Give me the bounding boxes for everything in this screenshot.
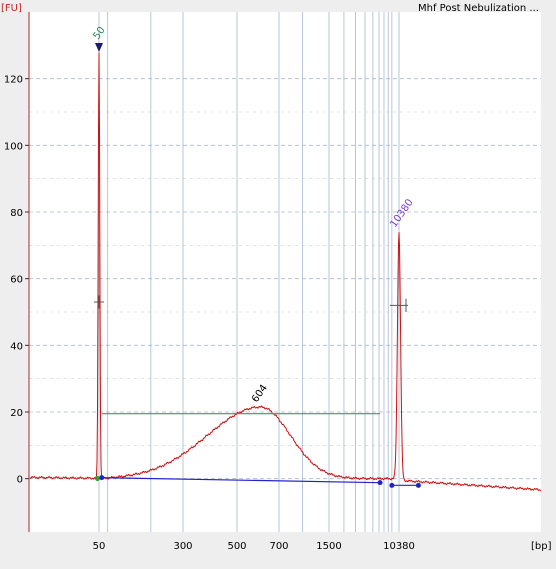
x-tick-label: 300 (173, 541, 192, 552)
x-tick-label: 700 (269, 541, 288, 552)
smear-baseline (101, 477, 381, 484)
grid-layer: 0 20 40 60 80 100 120 (4, 12, 541, 532)
x-tick-label: 10380 (383, 541, 415, 552)
trace-layer (29, 43, 542, 492)
x-unit-label: [bp] (531, 541, 552, 552)
x-tick-label: 500 (227, 541, 246, 552)
y-tick-label: 40 (10, 341, 23, 352)
y-tick-label: 0 (17, 475, 23, 486)
baseline-marker (99, 475, 105, 481)
y-tick-label: 120 (4, 75, 23, 86)
y-tick-label: 100 (4, 141, 23, 152)
y-unit-label: [FU] (1, 3, 22, 14)
y-tick-label: 20 (10, 408, 23, 419)
peak-triangle-marker (95, 43, 103, 52)
y-tick-label: 80 (10, 208, 23, 219)
y-tick-label: 60 (10, 275, 23, 286)
baseline-marker (415, 482, 421, 488)
plot-area (29, 12, 541, 532)
baseline-marker (389, 482, 395, 488)
baseline-marker (94, 476, 100, 482)
baseline-marker (377, 480, 383, 486)
x-tick-label: 1500 (316, 541, 341, 552)
x-tick-label: 50 (93, 541, 106, 552)
chart-title: Mhf Post Nebulization ... (418, 3, 539, 14)
